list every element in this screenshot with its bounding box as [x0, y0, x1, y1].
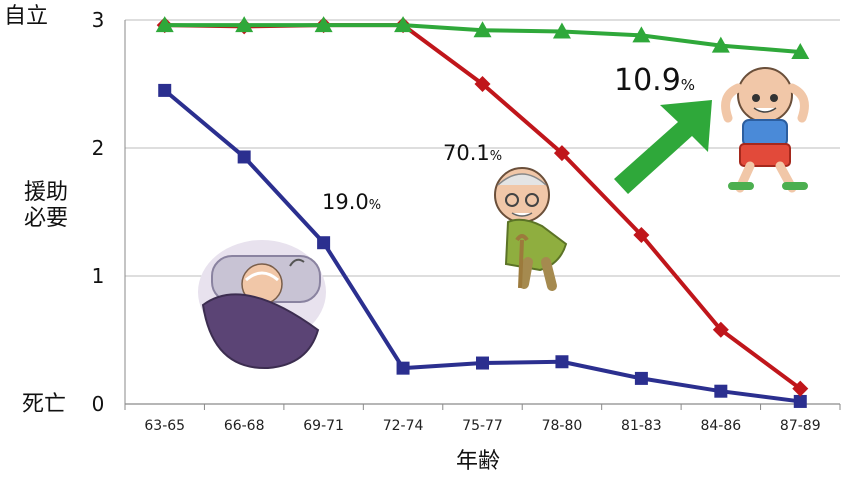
data-point — [474, 76, 491, 92]
data-point — [634, 371, 648, 385]
illustrations — [198, 67, 809, 370]
data-point — [235, 16, 254, 33]
data-point — [473, 21, 492, 38]
y-label-top: 自立 — [4, 4, 49, 29]
y-tick-label: 0 — [92, 392, 105, 416]
annotation-19-0-unit: % — [368, 198, 382, 213]
data-point — [711, 36, 730, 53]
series-0 — [158, 83, 807, 408]
data-point — [314, 16, 333, 33]
data-point — [158, 83, 172, 97]
data-point — [714, 384, 728, 398]
data-point — [476, 356, 489, 370]
y-label-middle-line2: 必要 — [24, 206, 69, 231]
annotation-70-1-value: 70.1 — [443, 141, 490, 165]
data-point — [555, 355, 569, 369]
series-layer — [155, 16, 810, 408]
annotation-19-0-value: 19.0 — [322, 190, 369, 214]
x-tick-label: 69-71 — [303, 418, 344, 434]
annotation-70-1: 70.1% — [443, 141, 502, 165]
data-point — [791, 43, 810, 59]
data-point — [394, 16, 413, 33]
series-2 — [155, 16, 810, 59]
data-point — [793, 394, 807, 408]
data-point — [155, 16, 174, 33]
x-tick-label: 75-77 — [462, 418, 503, 434]
data-point — [633, 227, 650, 244]
annotation-19-0: 19.0% — [322, 190, 381, 214]
x-tick-label: 63-65 — [144, 418, 185, 434]
x-tick-label: 78-80 — [542, 418, 583, 434]
data-point — [396, 361, 410, 375]
bedridden-elder-icon — [198, 240, 326, 370]
x-axis-title: 年齢 — [456, 449, 500, 474]
data-point — [552, 22, 571, 39]
x-tick-label: 87-89 — [780, 418, 821, 434]
data-point — [317, 236, 331, 250]
up-arrow-icon — [614, 100, 712, 194]
active-elder-icon — [721, 67, 809, 193]
y-tick-label: 3 — [92, 8, 105, 32]
data-point — [553, 145, 570, 162]
data-point — [632, 26, 651, 43]
annotation-10-9-value: 10.9 — [614, 63, 681, 98]
annotation-10-9-unit: % — [680, 76, 696, 94]
y-tick-label: 1 — [92, 264, 105, 288]
annotation-70-1-unit: % — [489, 149, 503, 164]
x-tick-label: 66-68 — [224, 418, 265, 434]
y-label-bottom: 死亡 — [22, 392, 67, 417]
data-point — [237, 150, 251, 164]
x-tick-label: 81-83 — [621, 418, 662, 434]
x-tick-label: 84-86 — [700, 418, 741, 434]
y-tick-label: 2 — [92, 136, 105, 160]
x-axis: 63-65 66-68 69-71 72-74 75-77 78-80 81-83 84-86… — [124, 403, 841, 434]
data-point — [712, 321, 729, 338]
data-point — [792, 380, 809, 397]
annotation-10-9: 10.9% — [614, 63, 695, 98]
y-label-middle-line1: 援助 — [24, 180, 69, 205]
cane-elder-icon — [494, 167, 568, 291]
x-tick-label: 72-74 — [383, 418, 424, 434]
